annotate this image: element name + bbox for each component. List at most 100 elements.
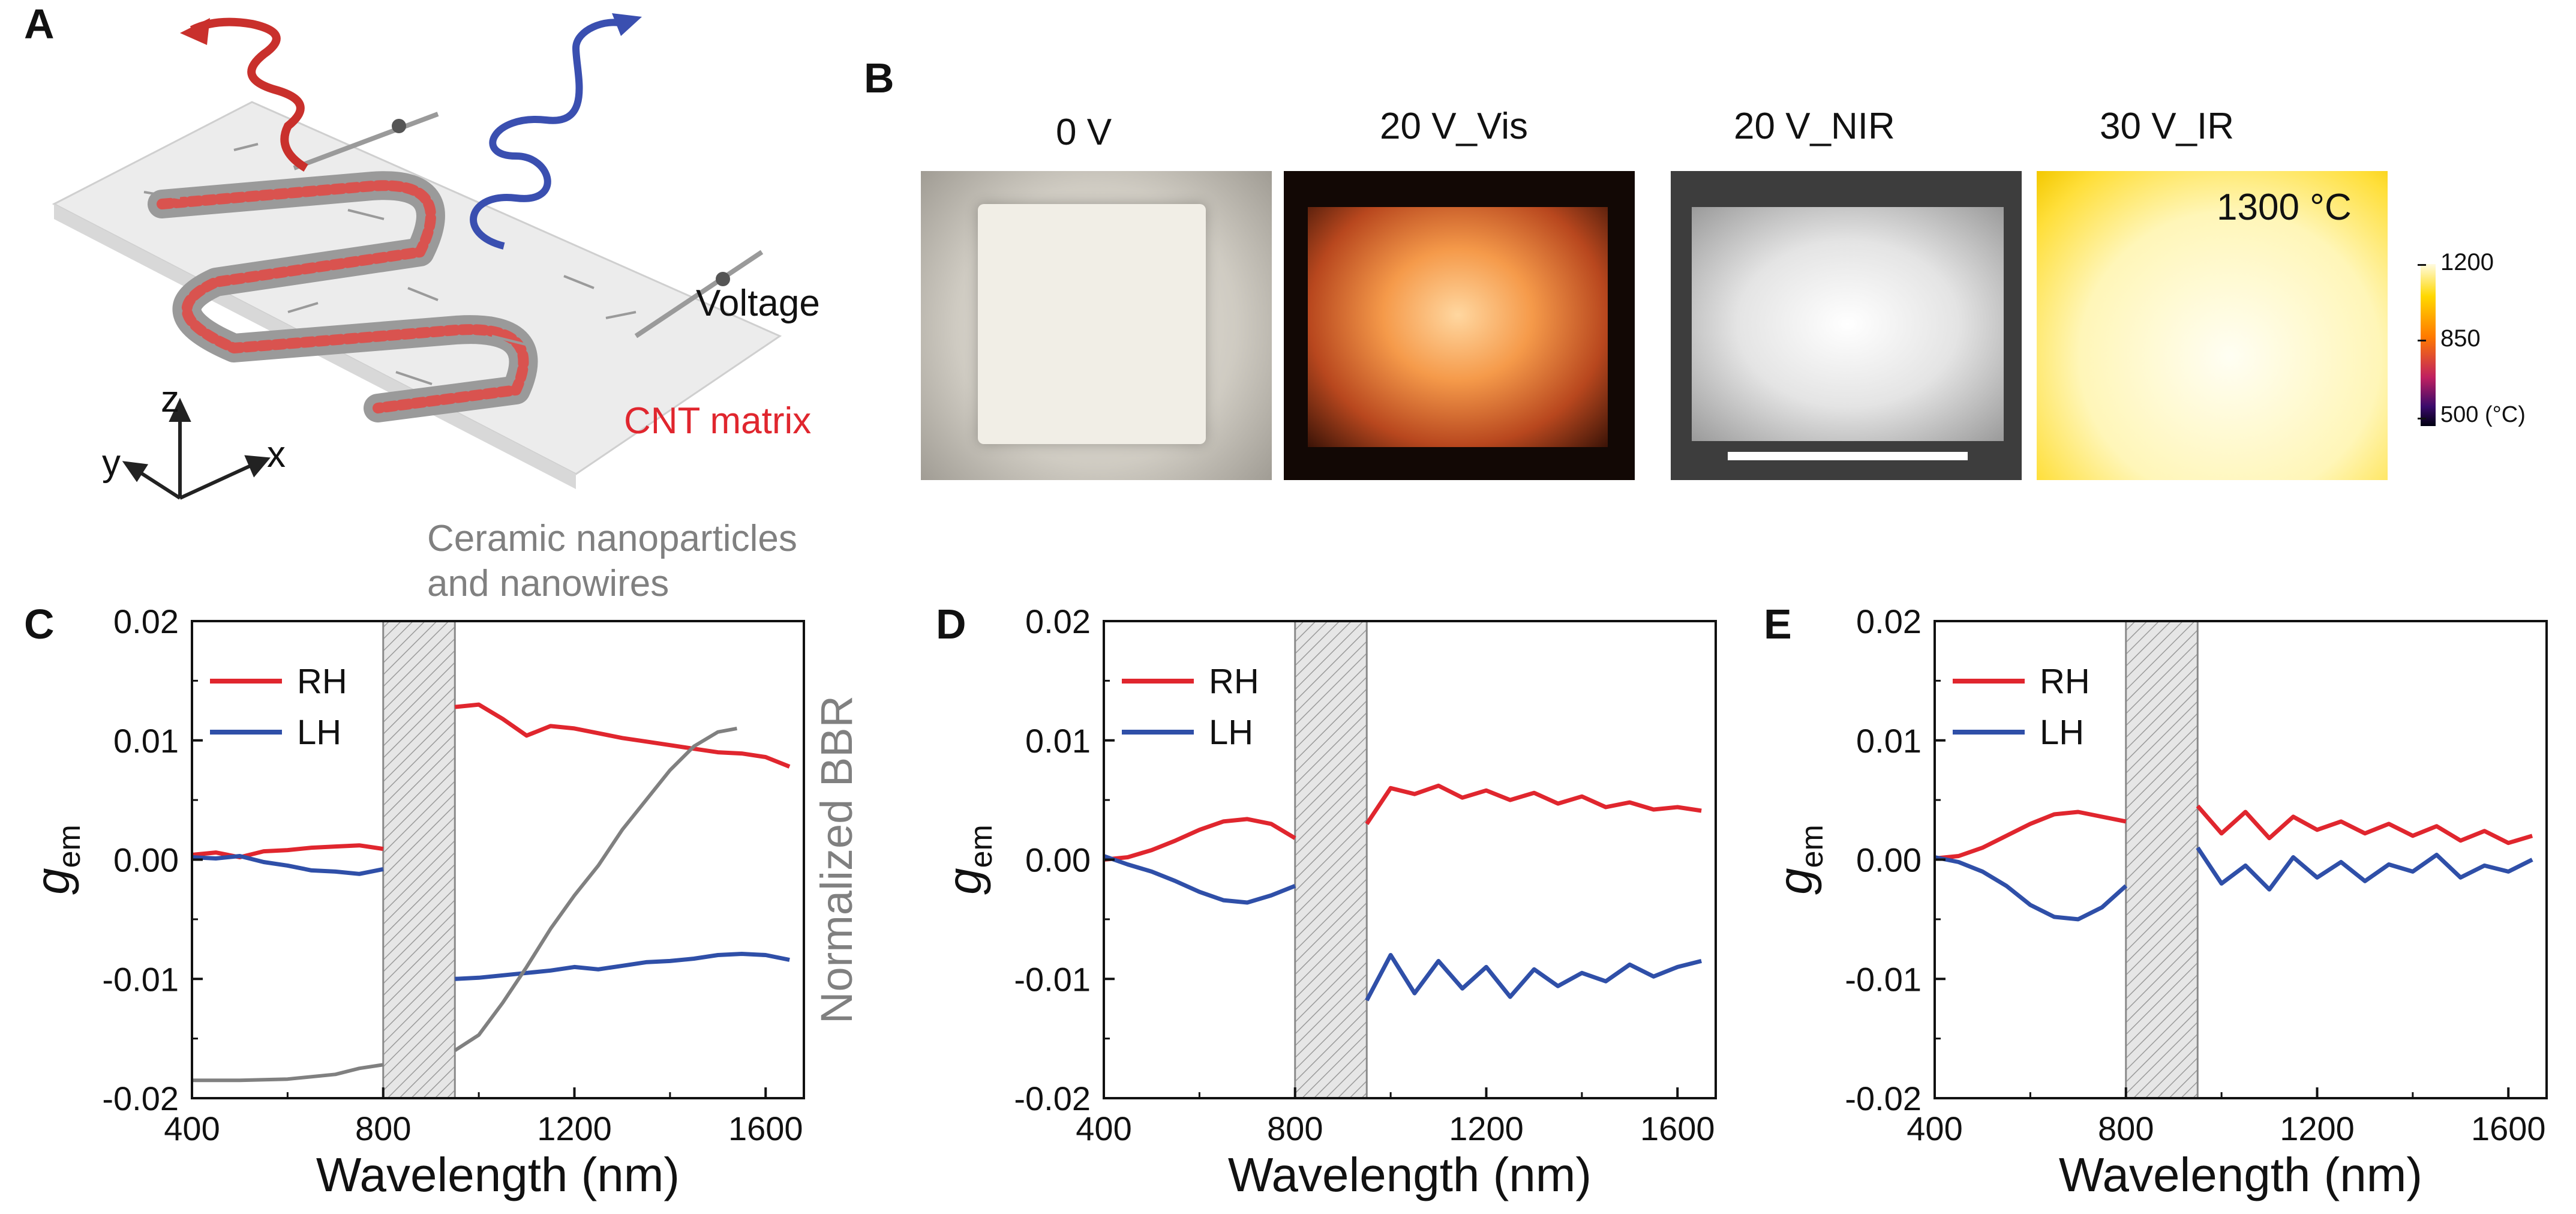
panel-e-xtick-label: 1200: [2280, 1110, 2355, 1147]
panel-letter-e: E: [1764, 601, 1792, 648]
panel-c-xtick-label: 800: [355, 1110, 411, 1147]
panel-c-ylabel: gem: [26, 825, 87, 895]
panel-e-ytick-label: 0.02: [1856, 602, 1922, 640]
red-arrowhead: [180, 18, 210, 45]
panel-c-xtick-label: 400: [164, 1110, 220, 1147]
nanowires: [143, 143, 637, 385]
panel-letter-c: C: [24, 601, 55, 648]
panel-e-ylabel: gem: [1769, 825, 1830, 895]
panel-c-ytick-label: -0.02: [102, 1080, 179, 1117]
panel-c-legend-label-lh: LH: [297, 713, 341, 752]
panel-d-legend-label-rh: RH: [1209, 662, 1259, 701]
panel-e-ytick-label: 0.01: [1856, 722, 1922, 760]
panel-c-ytick-label: 0.02: [113, 602, 179, 640]
electrode-tip-top: [392, 119, 406, 133]
panel-d-xtick-label: 1200: [1449, 1110, 1524, 1147]
panel-e-series-rh-line-0: [1934, 810, 2127, 861]
panel-e-xlabel: Wavelength (nm): [2059, 1148, 2422, 1201]
panel-d-series-lh-line-1: [1365, 953, 1702, 1002]
photo-20v-vis: [1284, 171, 1635, 480]
panel-d-ytick-label: 0.00: [1025, 841, 1091, 879]
panel-c-series-rh-line-0: [191, 843, 384, 859]
panel-letter-b: B: [864, 55, 894, 101]
red-emission-wave: [190, 17, 308, 172]
heating-serpentine: [148, 171, 538, 422]
panel-e-xtick-label: 400: [1907, 1110, 1962, 1147]
panel-c-ytick-label: -0.01: [102, 960, 179, 998]
axis-z-label: z: [161, 379, 179, 420]
panel-d-xtick-label: 1600: [1640, 1110, 1715, 1147]
panel-c-series-bbr-line-0: [192, 1063, 384, 1083]
panel-c-series-rh-line-1: [454, 702, 791, 769]
coordinate-axes: [122, 397, 271, 500]
panel-d-series-rh-line-0: [1103, 817, 1296, 862]
photo-0v: [921, 171, 1272, 480]
axis-y-label: y: [102, 442, 121, 484]
panel-c-xtick-label: 1200: [537, 1110, 612, 1147]
panel-c-xtick-label: 1600: [728, 1110, 803, 1147]
panel-e-legend-label-lh: LH: [2040, 713, 2084, 752]
colorbar-max-label: 1200: [2440, 249, 2494, 275]
panel-d-ytick-label: 0.01: [1025, 722, 1091, 760]
panel-d-ylabel: gem: [938, 825, 999, 895]
panel-e-ytick-label: 0.00: [1856, 841, 1922, 879]
panel-e-ytick-label: -0.02: [1845, 1080, 1922, 1117]
scale-bar: [1728, 452, 1968, 460]
panel-c-series-bbr-line-1: [454, 726, 737, 1053]
panel-d-ytick-label: -0.01: [1014, 960, 1091, 998]
glowing-sample: [1308, 207, 1608, 447]
blue-arrowhead: [612, 13, 642, 36]
panel-c-plot-frame: [191, 620, 805, 1099]
panel-d-series-rh-line-1: [1365, 783, 1702, 825]
panel-e-ytick-label: -0.01: [1845, 960, 1922, 998]
colorbar-tick-max: [2418, 264, 2426, 266]
lead-wires: [293, 112, 764, 338]
ceramic-label-line2: and nanowires: [427, 563, 669, 604]
panel-d-ytick-label: 0.02: [1025, 602, 1091, 640]
panel-c-xlabel: Wavelength (nm): [316, 1148, 680, 1201]
photo-title-20v-nir: 20 V_NIR: [1734, 106, 1895, 147]
panel-c-series-lh-line-1: [455, 952, 790, 981]
panel-c-y2label: Normalized BBR: [812, 696, 861, 1024]
panel-d-xtick-label: 400: [1076, 1110, 1131, 1147]
colorbar-tick-min: [2418, 418, 2426, 419]
colorbar-tick-mid: [2418, 340, 2426, 341]
temperature-colorbar: [2421, 264, 2436, 426]
panel-letter-a: A: [24, 1, 55, 47]
photo-title-20v-vis: 20 V_Vis: [1380, 106, 1529, 147]
panel-d-ytick-label: -0.02: [1014, 1080, 1091, 1117]
panel-d-series-lh-line-0: [1103, 854, 1296, 905]
panel-c-ytick-label: 0.00: [113, 841, 179, 879]
panel-c-ytick-label: 0.01: [113, 722, 179, 760]
panel-e-xtick-label: 800: [2098, 1110, 2154, 1147]
ceramic-label-line1: Ceramic nanoparticles: [427, 518, 797, 559]
panel-e-series-lh-line-1: [2196, 846, 2533, 892]
photo-30v-ir: [2037, 171, 2388, 480]
cnt-matrix-label: CNT matrix: [624, 400, 812, 442]
axis-x-label: x: [267, 434, 286, 475]
panel-c-series-lh-line-0: [191, 854, 384, 876]
device-schematic: [52, 13, 782, 500]
electrode-tip-right: [716, 272, 730, 286]
panel-c-masked-band: [382, 620, 456, 1099]
panel-c-legend-label-rh: RH: [297, 662, 347, 701]
panel-e-series-rh-line-1: [2196, 804, 2533, 846]
photo-title-0v: 0 V: [1056, 112, 1112, 153]
panel-e-legend-label-rh: RH: [2040, 662, 2090, 701]
photo-20v-nir: [1671, 171, 2022, 480]
panel-d-xlabel: Wavelength (nm): [1228, 1148, 1592, 1201]
blue-emission-helix: [470, 19, 625, 250]
panel-e-series-lh-line-0: [1934, 855, 2128, 922]
nir-glow: [1692, 207, 2004, 441]
colorbar-mid-label: 850: [2440, 325, 2481, 352]
photo-title-30v-ir: 30 V_IR: [2100, 106, 2235, 147]
colorbar-min-label: 500 (°C): [2440, 402, 2526, 427]
panel-e-xtick-label: 1600: [2471, 1110, 2546, 1147]
panel-e-masked-band: [2125, 620, 2199, 1099]
panel-e-plot-frame: [1933, 620, 2548, 1099]
panel-d-xtick-label: 800: [1267, 1110, 1323, 1147]
panel-d-masked-band: [1294, 620, 1368, 1099]
panel-d-plot-frame: [1103, 620, 1717, 1099]
voltage-label: Voltage: [696, 283, 820, 324]
